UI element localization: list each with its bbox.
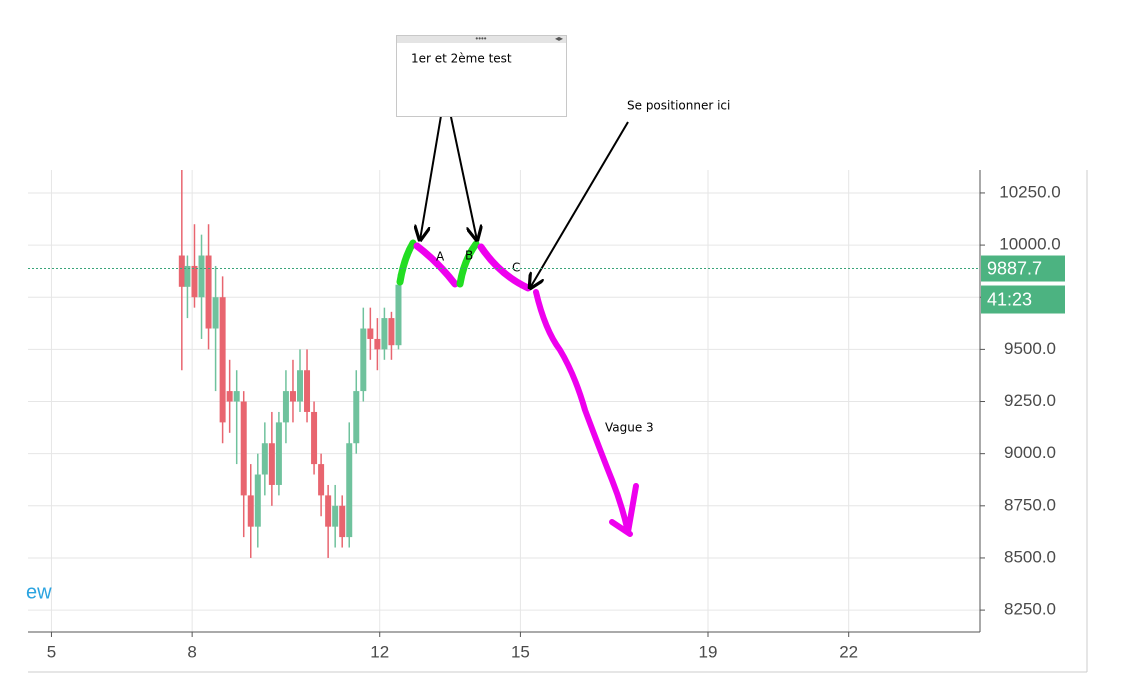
x-tick-label: 19	[699, 642, 718, 661]
watermark: ew	[26, 581, 52, 603]
candle-body	[353, 391, 360, 444]
candle-body	[212, 297, 219, 329]
x-tick-label: 22	[839, 642, 858, 661]
stroke-magenta	[413, 242, 459, 288]
annotation: Se positionner ici	[627, 99, 730, 113]
candle-body	[289, 391, 296, 402]
candle-body	[360, 328, 367, 392]
candle-body	[304, 370, 311, 412]
x-tick-label: 5	[47, 642, 56, 661]
candle-body	[339, 505, 346, 538]
candle-body	[346, 443, 353, 538]
arrow	[446, 97, 477, 240]
candle-body	[240, 401, 247, 496]
stroke-green	[456, 240, 480, 288]
y-tick-label: 8250.0	[1004, 600, 1056, 619]
arrow	[530, 121, 629, 288]
y-tick-label: 8750.0	[1004, 495, 1056, 514]
note-grip: ••••	[475, 34, 486, 43]
candle-body	[247, 495, 254, 527]
y-tick-label: 10250.0	[999, 182, 1060, 201]
candle-body	[254, 474, 261, 527]
arrow	[420, 97, 445, 240]
candle-body	[178, 255, 185, 287]
point-label: A	[436, 250, 445, 264]
candle-body	[325, 495, 332, 527]
candle-body	[226, 391, 233, 402]
annotation: Vague 3	[605, 421, 654, 435]
y-tick-label: 9000.0	[1004, 443, 1056, 462]
countdown-box	[981, 285, 1065, 314]
last-price-box	[981, 255, 1065, 282]
candle-body	[184, 265, 191, 287]
note-text: 1er et 2ème test	[411, 52, 512, 66]
drawing	[396, 239, 639, 537]
candle-body	[332, 505, 339, 527]
countdown-label: 41:23	[987, 289, 1032, 309]
candle-body	[297, 370, 303, 402]
point-label: C	[512, 261, 520, 275]
y-tick-label: 8500.0	[1004, 547, 1056, 566]
candle-body	[282, 391, 289, 423]
candle-body	[198, 255, 205, 298]
candle-body	[367, 328, 374, 339]
y-tick-label: 10000.0	[999, 235, 1060, 254]
candle-body	[395, 284, 402, 346]
stroke-green	[396, 239, 417, 286]
note-resize: ◂▸	[555, 34, 563, 43]
candle-body	[191, 265, 198, 298]
candle-body	[205, 255, 212, 329]
candle-body	[388, 318, 395, 346]
arrows	[420, 97, 629, 288]
y-tick-label: 9500.0	[1004, 339, 1056, 358]
y-tick-label: 9250.0	[1004, 391, 1056, 410]
candle-body	[381, 318, 388, 350]
candle-body	[219, 297, 226, 423]
candle-body	[275, 422, 282, 485]
note-frame	[396, 35, 567, 117]
candle-body	[374, 338, 381, 350]
note-box[interactable]: •••• ◂▸ 1er et 2ème test	[396, 34, 567, 117]
candle-body	[318, 464, 325, 496]
point-label: B	[465, 249, 473, 263]
candles	[178, 170, 402, 558]
candle-body	[311, 411, 318, 465]
candle-body	[233, 391, 240, 402]
candle-body	[261, 443, 268, 475]
candle-body	[268, 443, 275, 485]
last-price-label: 9887.7	[987, 258, 1042, 278]
note-header[interactable]	[397, 36, 566, 43]
x-tick-label: 12	[370, 642, 389, 661]
axes: 8250.08500.08750.09000.09250.09500.09750…	[28, 182, 1065, 661]
stroke-magenta	[477, 243, 532, 292]
grid	[28, 170, 980, 632]
stroke-magenta	[533, 289, 639, 537]
x-tick-label: 8	[187, 642, 196, 661]
x-tick-label: 15	[511, 642, 530, 661]
